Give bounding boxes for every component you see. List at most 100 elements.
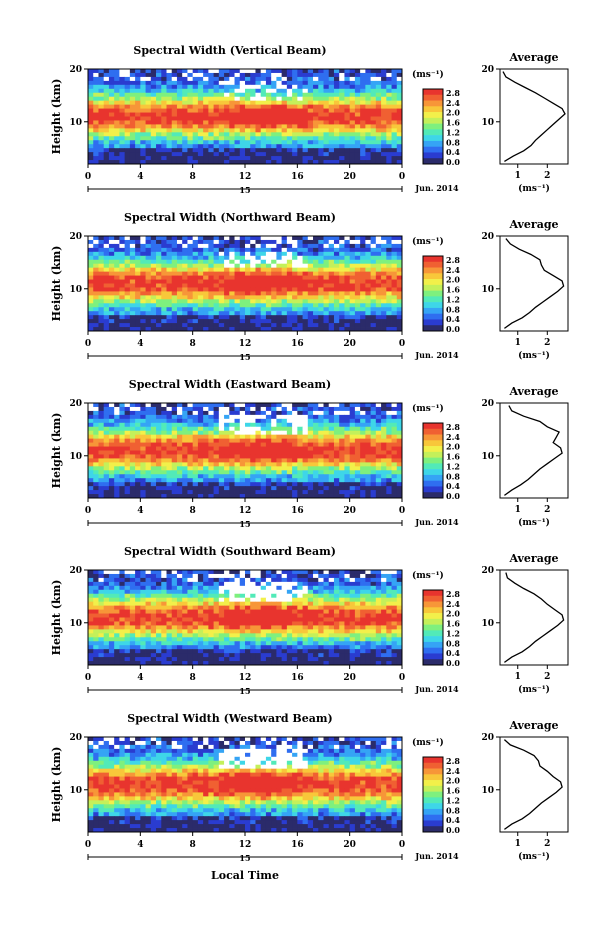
- x-tick-label: 20: [343, 339, 356, 349]
- colorbar-tick-label: 1.2: [446, 294, 460, 304]
- day-label: 15: [239, 185, 250, 195]
- heatmap-cells: [88, 403, 403, 499]
- colorbar-frame: [422, 589, 444, 666]
- colorbar-swatch: [423, 428, 443, 435]
- x-tick-label: 4: [137, 506, 143, 516]
- profile-title: Average: [508, 719, 558, 732]
- profile-x-tick-label: 2: [544, 171, 550, 181]
- x-tick-label: 0: [399, 673, 405, 683]
- x-tick-label: 20: [343, 673, 356, 683]
- colorbar-frame: [422, 88, 444, 165]
- profile-x-tick-label: 2: [544, 672, 550, 682]
- profile-title: Average: [508, 385, 558, 398]
- y-tick-label: 20: [69, 733, 82, 743]
- colorbar-tick-label: 2.8: [446, 422, 460, 432]
- colorbar-swatch: [423, 135, 443, 142]
- colorbar-tick-label: 2.0: [446, 108, 460, 118]
- colorbar-swatch: [423, 780, 443, 787]
- date-label: Jun. 2014: [414, 350, 459, 360]
- colorbar-tick-label: 1.2: [446, 628, 460, 638]
- x-tick-label: 12: [239, 673, 252, 683]
- colorbar-tick-label: 1.6: [446, 285, 460, 295]
- profile-title: Average: [508, 552, 558, 565]
- colorbar-swatch: [423, 296, 443, 303]
- colorbar-swatch: [423, 279, 443, 286]
- colorbar-swatch: [423, 486, 443, 493]
- colorbar-swatch: [423, 757, 443, 764]
- colorbar-swatch: [423, 618, 443, 625]
- colorbar-swatch: [423, 451, 443, 458]
- colorbar-tick-label: 2.8: [446, 255, 460, 265]
- x-tick-label: 4: [137, 673, 143, 683]
- colorbar-tick-label: 0.8: [446, 304, 460, 314]
- y-tick-label: 20: [69, 566, 82, 576]
- colorbar-swatch: [423, 826, 443, 833]
- colorbar-swatch: [423, 474, 443, 481]
- y-tick-label: 10: [69, 118, 82, 128]
- profile-line: [502, 71, 566, 162]
- colorbar-tick-label: 0.4: [446, 815, 460, 825]
- colorbar-swatch: [423, 590, 443, 597]
- colorbar-swatch: [423, 774, 443, 781]
- colorbar-tick-label: 0.8: [446, 137, 460, 147]
- heatmap-cells: [88, 570, 403, 666]
- profile-y-tick-label: 10: [481, 285, 494, 295]
- colorbar-unit: (ms⁻¹): [412, 570, 444, 581]
- panel-5: Spectral Width (Westward Beam)1020Height…: [50, 712, 569, 863]
- colorbar-frame: [422, 422, 444, 499]
- y-axis-label: Height (km): [50, 413, 63, 489]
- x-tick-label: 0: [85, 673, 91, 683]
- colorbar-swatch: [423, 659, 443, 666]
- x-tick-label: 16: [291, 172, 304, 182]
- profile-x-axis-label: (ms⁻¹): [518, 517, 550, 528]
- x-tick-label: 0: [399, 172, 405, 182]
- date-label: Jun. 2014: [414, 517, 459, 527]
- day-label: 15: [239, 519, 250, 529]
- profile-x-axis-label: (ms⁻¹): [518, 684, 550, 695]
- profile-y-tick-label: 20: [481, 65, 494, 75]
- profile-frame: [499, 235, 569, 332]
- colorbar-swatch: [423, 762, 443, 769]
- colorbar-tick-label: 0.4: [446, 314, 460, 324]
- colorbar-tick-label: 2.8: [446, 589, 460, 599]
- colorbar-swatch: [423, 595, 443, 602]
- colorbar-tick-label: 0.8: [446, 805, 460, 815]
- colorbar-swatch: [423, 112, 443, 119]
- y-tick-label: 10: [69, 452, 82, 462]
- colorbar-swatch: [423, 434, 443, 441]
- heatmap-cells: [88, 737, 403, 833]
- panel-title: Spectral Width (Westward Beam): [127, 712, 332, 725]
- profile-frame: [499, 68, 569, 165]
- panel-title: Spectral Width (Northward Beam): [124, 211, 336, 224]
- profile-x-tick-label: 1: [515, 171, 521, 181]
- colorbar-swatch: [423, 261, 443, 268]
- colorbar-swatch: [423, 284, 443, 291]
- profile-line: [503, 739, 563, 830]
- y-tick-label: 10: [69, 285, 82, 295]
- profile-x-tick-label: 2: [544, 839, 550, 849]
- colorbar-swatch: [423, 624, 443, 631]
- y-axis-label: Height (km): [50, 79, 63, 155]
- colorbar-tick-label: 2.0: [446, 776, 460, 786]
- colorbar-swatch: [423, 146, 443, 153]
- profile-frame: [499, 569, 569, 666]
- x-tick-label: 0: [85, 339, 91, 349]
- x-tick-label: 0: [399, 840, 405, 850]
- x-tick-label: 12: [239, 339, 252, 349]
- colorbar-swatch: [423, 319, 443, 326]
- x-tick-label: 8: [190, 339, 196, 349]
- day-label: 15: [239, 352, 250, 362]
- colorbar-swatch: [423, 302, 443, 309]
- colorbar-tick-label: 0.0: [446, 658, 460, 668]
- profile-y-tick-label: 20: [481, 733, 494, 743]
- profile-line: [504, 405, 563, 496]
- colorbar-swatch: [423, 140, 443, 147]
- profile-title: Average: [508, 51, 558, 64]
- colorbar-tick-label: 1.2: [446, 795, 460, 805]
- colorbar-tick-label: 1.2: [446, 127, 460, 137]
- profile-y-tick-label: 20: [481, 566, 494, 576]
- x-axis-label: Local Time: [211, 869, 279, 882]
- panel-title: Spectral Width (Eastward Beam): [129, 378, 331, 391]
- colorbar-swatch: [423, 152, 443, 159]
